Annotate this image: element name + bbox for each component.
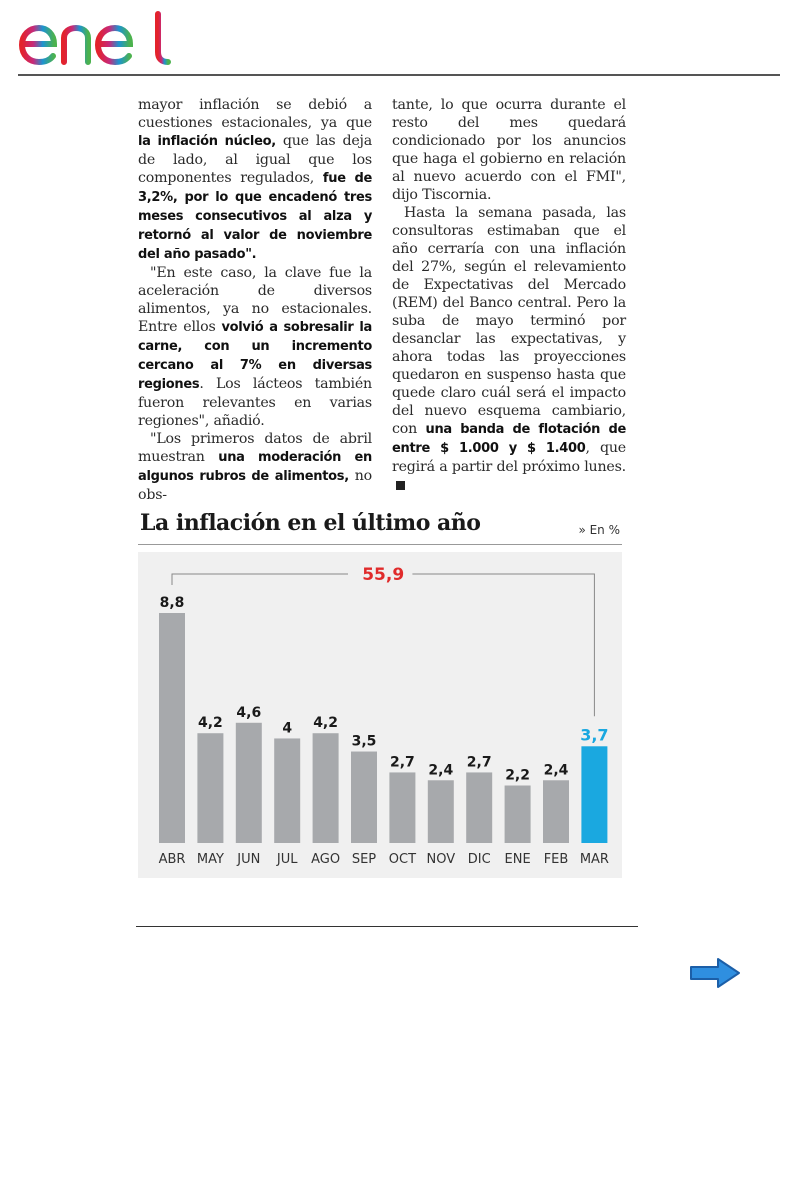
bar-value-label: 4 [282,720,292,736]
annotation-bracket-right [412,573,595,717]
bar-ago [312,733,339,843]
bold-text: una moderación en algunos rubros de alim… [138,450,373,484]
x-tick-label: MAY [197,852,224,867]
text-run: mayor inflación se debió a cuestiones es… [138,97,372,131]
bar-value-label: 3,7 [580,725,608,744]
bar-jun [235,722,262,843]
bar-dic [466,772,493,843]
bar-value-label: 2,4 [428,762,453,778]
text-run: no obs- [138,468,372,503]
article-column-2: tante, lo que ocurra durante el resto de… [392,96,626,494]
chart-unit-label: » En % [578,523,620,537]
bar-nov [427,780,454,843]
article-paragraph: mayor inflación se debió a cuestiones es… [138,96,372,264]
article-paragraph: "En este caso, la clave fue la aceleraci… [138,264,372,430]
bar-value-label: 2,2 [505,768,530,784]
text-run: "En este caso, la clave fue la aceleraci… [138,265,372,335]
article-paragraph: Hasta la semana pasada, las consultoras … [392,204,626,494]
text-run: que las deja de lado, al igual que los c… [138,133,372,186]
bold-text: volvió a sobresalir la carne, con un inc… [138,320,372,392]
x-tick-label: AGO [311,852,340,867]
x-tick-label: FEB [544,852,569,867]
text-run: , que regirá a partir del próximo lunes. [392,440,626,475]
footer-divider [136,926,638,927]
bar-value-label: 8,8 [160,595,185,611]
bar-ene [504,785,531,843]
bar-feb [543,780,569,843]
chart-plot: 8,8 ABR 4,2 MAY 4,6 JUN 4 JUL 4,2 AGO 3,5 SEP 2,7 OCT… [159,565,609,867]
article-column-1: mayor inflación se debió a cuestiones es… [138,96,372,504]
inflation-chart: La inflación en el último año » En % 8,8… [138,508,622,878]
bar-jul [274,738,301,843]
bar-oct [389,772,416,843]
right-arrow-icon [690,958,740,988]
bar-value-label: 3,5 [352,734,377,750]
x-tick-label: ABR [159,852,186,867]
next-page-button[interactable] [688,956,742,990]
bar-sep [351,751,377,843]
chart-title-rule [138,544,622,545]
text-run: Hasta la semana pasada, las consultoras … [392,205,626,437]
bar-may [197,733,224,843]
annotation-bracket-left [171,573,348,585]
x-tick-label: JUL [276,852,298,867]
bold-text: una banda de flotación de entre $ 1.000 … [392,422,626,456]
text-run: tante, lo que ocurra durante el resto de… [392,97,626,203]
x-tick-label: NOV [426,852,455,867]
text-run: "Los primeros datos de abril muestran [138,431,372,465]
article-paragraph: tante, lo que ocurra durante el resto de… [392,96,626,204]
bar-value-label: 2,7 [467,754,492,770]
bold-text: fue de 3,2%, por lo que encadenó tres me… [138,171,373,262]
bar-value-label: 2,4 [544,762,569,778]
bold-text: la inflación núcleo, [138,134,276,149]
x-tick-label: OCT [389,852,416,867]
x-tick-label: ENE [505,852,531,867]
cumulative-inflation-label: 55,9 [362,565,404,585]
header-divider [18,74,780,76]
bar-mar [581,746,608,843]
bar-abr [159,613,185,843]
bar-value-label: 4,6 [236,705,261,721]
chart-title: La inflación en el último año [140,510,481,536]
bar-value-label: 4,2 [198,715,223,731]
x-tick-label: DIC [468,852,491,867]
x-tick-label: JUN [236,852,260,867]
end-of-article-mark [396,480,405,490]
article-paragraph: "Los primeros datos de abril muestran un… [138,430,372,504]
bar-value-label: 2,7 [390,754,415,770]
bar-value-label: 4,2 [313,715,338,731]
x-tick-label: MAR [580,852,609,867]
text-run: . Los lácteos también fueron relevantes … [138,376,372,429]
x-tick-label: SEP [352,852,376,867]
enel-logo [18,11,171,66]
